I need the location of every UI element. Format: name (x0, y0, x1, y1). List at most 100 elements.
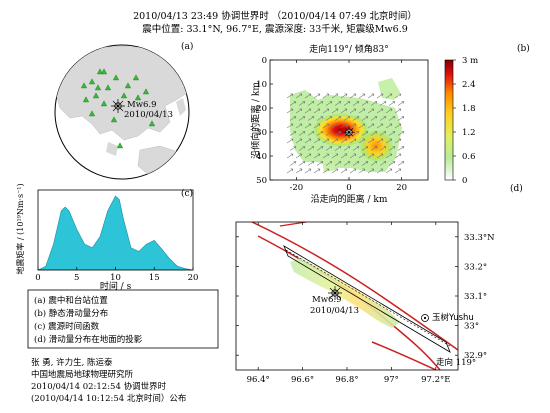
slip-arrow (367, 168, 375, 174)
legend-box (27, 289, 219, 349)
x-tick-label: 96.4° (247, 375, 270, 385)
station-icon (132, 74, 140, 81)
colorbar (444, 59, 454, 181)
map-event-date: 2010/04/13 (310, 306, 359, 316)
slip-arrow (349, 108, 357, 114)
slip-arrow (370, 116, 378, 121)
slip-arrow (361, 101, 369, 106)
slip-arrow (298, 131, 306, 136)
panel-label-d: (d) (510, 184, 523, 194)
slip-arrow (385, 108, 393, 114)
x-tick-label: 0 (35, 273, 40, 283)
slip-arrow (394, 108, 402, 114)
slip-arrow (286, 168, 294, 174)
y-tick-label: 30 (256, 128, 267, 138)
slip-arrow (304, 153, 312, 159)
slip-arrow (376, 153, 384, 159)
slip-arrow (307, 161, 315, 166)
town-marker (421, 314, 429, 322)
slip-arrow (370, 101, 378, 106)
heatmap-xlabel: 沿走向的距离 / km (310, 195, 388, 205)
slip-arrow (313, 138, 321, 144)
slip-arrow (295, 93, 303, 99)
slip-arrow (343, 101, 351, 106)
map-axes: 96.4° 96.6° 96.8° 97° 97.2°E 33.3°N 33.2° 33.1°… (236, 222, 495, 385)
slip-arrow (325, 116, 333, 121)
slip-arrow (295, 123, 303, 129)
slip-arrow (379, 161, 387, 166)
slip-arrow (394, 138, 402, 144)
x-tick-label: 20 (188, 273, 199, 283)
slip-arrow (379, 101, 387, 106)
slip-arrow (325, 101, 333, 106)
slip-arrow (316, 131, 324, 136)
x-tick-label: 96.8° (335, 375, 358, 385)
header-line-2: 震中位置: 33.1°N, 96.7°E, 震源深度: 33千米, 矩震级Mw6… (142, 24, 408, 35)
slip-arrow (304, 138, 312, 144)
slip-arrow (376, 138, 384, 144)
stf-area (37, 195, 194, 271)
x-tick-label: 10 (110, 273, 121, 283)
slip-arrow (358, 123, 366, 129)
slip-arrow (298, 146, 306, 151)
slip-arrow (313, 93, 321, 99)
slip-arrow (376, 123, 384, 129)
slip-arrow (385, 93, 393, 99)
slip-arrow (370, 146, 378, 151)
station-icon (120, 92, 128, 99)
slip-arrow (295, 138, 303, 144)
station-icon (100, 100, 108, 107)
slip-arrow (388, 146, 396, 151)
footer: 张 勇, 许力生, 陈运泰 中国地震局地球物理研究所 2010/04/14 02… (31, 357, 186, 405)
y-tick-label: 10 (256, 80, 267, 90)
slip-arrow (313, 123, 321, 129)
slip-arrow (331, 108, 339, 114)
globe-panel (54, 44, 190, 180)
slip-arrow (349, 123, 357, 129)
colorbar-tick-label: 0 (462, 176, 467, 186)
slip-arrow (298, 161, 306, 166)
slip-arrow (343, 116, 351, 121)
x-tick-label: 97° (384, 375, 399, 385)
slip-arrow (349, 138, 357, 144)
slip-arrow (352, 146, 360, 151)
slip-arrow (334, 146, 342, 151)
slip-arrow (358, 108, 366, 114)
slip-arrow (361, 161, 369, 166)
globe-event-label: Mw6.9 (127, 100, 157, 110)
y-tick-label: 33.3°N (464, 233, 495, 243)
stf-axes: 0 5 10 15 20 (35, 267, 198, 283)
slip-arrow (295, 153, 303, 159)
slip-arrow (298, 116, 306, 121)
heatmap-axes: -20 0 20 0 10 20 30 40 50 (256, 56, 407, 193)
station-icon (92, 92, 100, 99)
slip-arrow (388, 161, 396, 166)
y-tick-label: 20 (256, 104, 267, 114)
slip-arrow (340, 108, 348, 114)
slip-arrow (367, 123, 375, 129)
slip-arrow (304, 168, 312, 174)
y-tick-label: 33° (464, 322, 479, 332)
station-markers (80, 68, 156, 149)
slip-arrow (331, 93, 339, 99)
slip-arrow (340, 138, 348, 144)
x-tick-label: 5 (74, 273, 79, 283)
slip-arrow (289, 146, 297, 151)
station-icon (82, 96, 90, 103)
slip-arrow (367, 93, 375, 99)
legend: (a) 震中和台站位置 (b) 静态滑动量分布 (c) 震源时间函数 (d) 滑… (34, 295, 142, 347)
slip-arrow (313, 108, 321, 114)
station-icon (124, 82, 132, 89)
slip-arrow (376, 108, 384, 114)
slip-arrow (304, 93, 312, 99)
slip-arrow (295, 108, 303, 114)
slip-arrow (394, 93, 402, 99)
slip-arrow (340, 123, 348, 129)
slip-arrow (316, 161, 324, 166)
slip-arrow (385, 123, 393, 129)
station-icon (104, 84, 112, 91)
slip-arrow (385, 168, 393, 174)
slip-arrow (307, 131, 315, 136)
